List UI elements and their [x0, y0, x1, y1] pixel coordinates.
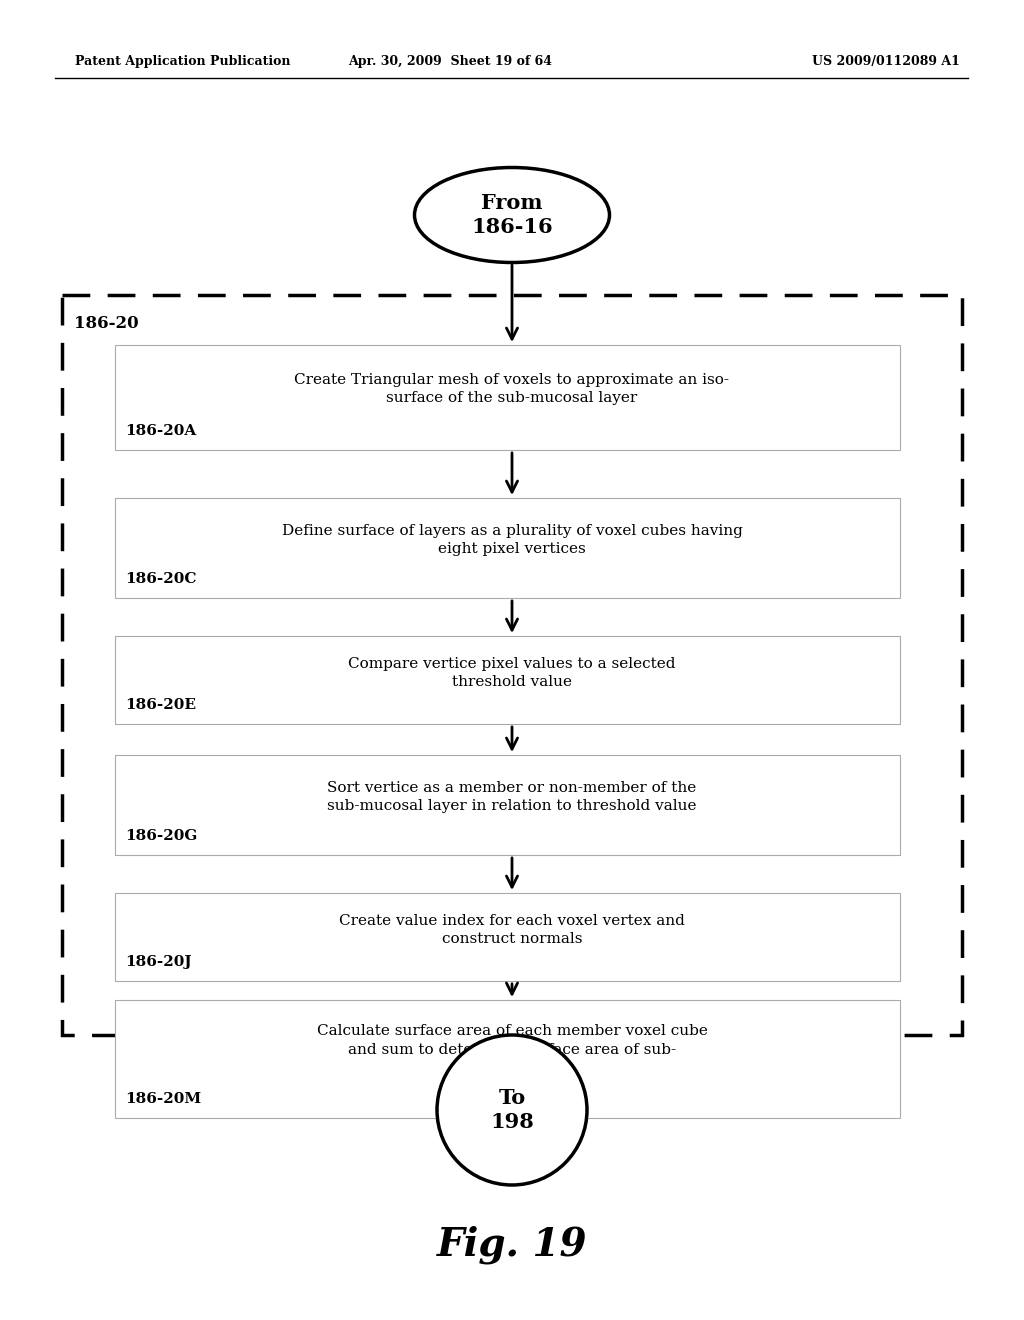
Text: To
198: To 198: [490, 1088, 534, 1133]
Text: 186-20C: 186-20C: [125, 572, 197, 586]
Text: From
186-16: From 186-16: [471, 193, 553, 238]
Bar: [115, 498, 900, 598]
Text: Create Triangular mesh of voxels to approximate an iso-
surface of the sub-mucos: Create Triangular mesh of voxels to appr…: [295, 372, 729, 405]
Text: Calculate surface area of each member voxel cube
and sum to determine surface ar: Calculate surface area of each member vo…: [316, 1024, 708, 1074]
Bar: [115, 755, 900, 855]
Text: 186-20E: 186-20E: [125, 698, 196, 711]
Text: Create value index for each voxel vertex and
construct normals: Create value index for each voxel vertex…: [339, 913, 685, 946]
Text: 186-20G: 186-20G: [125, 829, 198, 843]
Bar: [62, 294, 962, 1035]
Bar: [115, 1001, 900, 1118]
Text: 186-20J: 186-20J: [125, 954, 191, 969]
Text: Define surface of layers as a plurality of voxel cubes having
eight pixel vertic: Define surface of layers as a plurality …: [282, 524, 742, 556]
Text: Compare vertice pixel values to a selected
threshold value: Compare vertice pixel values to a select…: [348, 657, 676, 689]
Text: 186-20A: 186-20A: [125, 424, 197, 438]
Text: Apr. 30, 2009  Sheet 19 of 64: Apr. 30, 2009 Sheet 19 of 64: [348, 55, 552, 69]
Bar: [115, 894, 900, 981]
Text: US 2009/0112089 A1: US 2009/0112089 A1: [812, 55, 961, 69]
Text: Sort vertice as a member or non-member of the
sub-mucosal layer in relation to t: Sort vertice as a member or non-member o…: [328, 781, 696, 813]
Bar: [115, 636, 900, 723]
Text: Fig. 19: Fig. 19: [437, 1226, 587, 1265]
Text: Patent Application Publication: Patent Application Publication: [75, 55, 291, 69]
Ellipse shape: [415, 168, 609, 263]
Text: 186-20M: 186-20M: [125, 1092, 202, 1106]
Bar: [115, 345, 900, 450]
Circle shape: [437, 1035, 587, 1185]
Text: 186-20: 186-20: [74, 314, 138, 331]
